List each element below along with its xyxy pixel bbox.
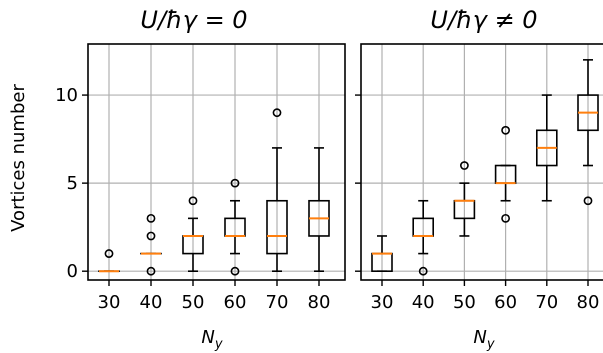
left-xlabel-sub: y <box>214 337 223 352</box>
flier-point <box>418 266 428 276</box>
box-iqr <box>266 199 288 255</box>
left-xtick-label-70: 70 <box>266 292 289 313</box>
right-box-40 <box>412 199 435 276</box>
right-xlabel-main: N <box>473 327 486 348</box>
left-xtick-label-40: 40 <box>140 292 163 313</box>
right-box-70 <box>535 94 558 202</box>
flier-point <box>583 196 593 206</box>
right-xtick-label-30: 30 <box>371 292 394 313</box>
flier-point <box>146 213 156 223</box>
left-box-60 <box>224 178 246 276</box>
right-xtick-label-60: 60 <box>494 292 517 313</box>
left-panel-xlabel: Ny <box>201 327 222 352</box>
right-xtick-label-70: 70 <box>535 292 558 313</box>
right-xlabel-sub: y <box>486 337 495 352</box>
right-xtick-label-40: 40 <box>412 292 435 313</box>
y-axis-label: Vortices number <box>8 84 29 232</box>
flier-point <box>459 161 469 170</box>
right-panel-grid <box>361 44 603 280</box>
left-panel-grid <box>88 44 345 280</box>
right-panel-boxes <box>371 59 599 276</box>
right-xtick-label-80: 80 <box>577 292 600 313</box>
left-xtick-label-50: 50 <box>182 292 205 313</box>
flier-point <box>146 231 156 241</box>
right-panel-ticks: 30 40 50 60 70 80 <box>355 94 600 313</box>
left-ytick-label-0: 0 <box>67 261 78 282</box>
flier-point <box>272 108 282 118</box>
flier-point <box>146 266 156 276</box>
flier-point <box>230 178 240 188</box>
left-box-50 <box>182 196 204 272</box>
left-panel-boxes <box>98 108 330 276</box>
flier-point <box>104 249 114 258</box>
right-box-60 <box>494 125 517 223</box>
flier-point <box>501 125 510 135</box>
left-ytick-label-5: 5 <box>67 173 78 194</box>
left-box-80 <box>308 147 330 272</box>
left-box-70 <box>266 108 288 272</box>
flier-point <box>501 213 510 223</box>
right-panel-frame <box>360 43 603 281</box>
left-xtick-label-30: 30 <box>98 292 121 313</box>
left-panel-frame <box>87 43 346 281</box>
left-box-40 <box>140 213 162 276</box>
right-panel-xlabel: Ny <box>473 327 494 352</box>
left-xtick-label-80: 80 <box>308 292 331 313</box>
right-box-80 <box>577 59 599 206</box>
flier-point <box>230 266 240 276</box>
left-panel: U/ħγ = 0 0 5 10 30 40 50 60 70 80 Ny <box>55 6 346 352</box>
right-xtick-label-50: 50 <box>453 292 476 313</box>
right-panel-title: U/ħγ ≠ 0 <box>430 6 537 34</box>
left-box-30 <box>98 249 120 273</box>
left-xtick-label-60: 60 <box>224 292 247 313</box>
right-panel: U/ħγ ≠ 0 30 40 50 60 70 80 Ny <box>355 6 603 352</box>
left-panel-ticks: 0 5 10 30 40 50 60 70 80 <box>55 85 330 313</box>
right-box-30 <box>371 235 393 272</box>
right-box-50 <box>453 161 476 237</box>
left-ytick-label-10: 10 <box>55 85 78 106</box>
left-panel-title: U/ħγ = 0 <box>140 6 247 34</box>
flier-point <box>188 196 198 206</box>
left-xlabel-main: N <box>201 327 214 348</box>
